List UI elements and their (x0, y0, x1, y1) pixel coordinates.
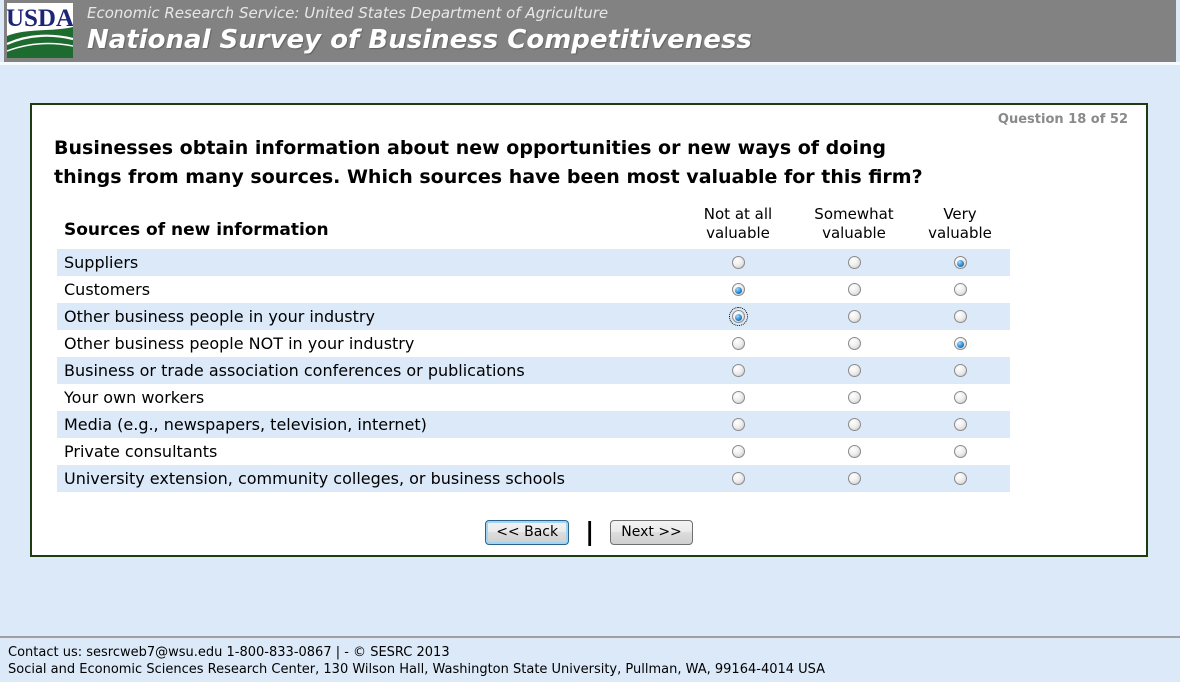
table-section-header: Sources of new information (64, 220, 329, 240)
row-label: Media (e.g., newspapers, television, int… (64, 415, 427, 434)
row-label: Customers (64, 280, 151, 299)
radio-somewhat[interactable] (847, 256, 861, 269)
row-label: Business or trade association conference… (64, 361, 525, 380)
radio-not-at-all[interactable] (731, 391, 745, 404)
survey-panel: Question 18 of 52 Businesses obtain info… (30, 103, 1148, 557)
radio-not-at-all[interactable] (731, 418, 745, 431)
row-label: Suppliers (64, 253, 139, 272)
navigation-buttons: << Back | Next >> (32, 519, 1146, 545)
radio-very[interactable] (953, 364, 967, 377)
radio-not-at-all[interactable] (731, 337, 745, 350)
radio-somewhat[interactable] (847, 391, 861, 404)
usda-logo: USDA (6, 3, 74, 58)
column-header-somewhat: Somewhat valuable (814, 205, 894, 242)
radio-not-at-all[interactable] (728, 307, 748, 326)
radio-somewhat[interactable] (847, 418, 861, 431)
radio-very[interactable] (953, 283, 967, 296)
table-row-university-extension: University extension, community colleges… (57, 465, 1010, 492)
radio-somewhat[interactable] (847, 310, 861, 323)
radio-very[interactable] (953, 418, 967, 431)
radio-somewhat[interactable] (847, 472, 861, 485)
button-separator: | (585, 517, 595, 546)
radio-very[interactable] (953, 445, 967, 458)
table-row-other-business-in-industry: Other business people in your industry (57, 303, 1010, 330)
row-label: Other business people in your industry (64, 307, 375, 326)
answer-table: Sources of new information Not at all va… (57, 205, 1010, 492)
table-row-other-business-not-in-industry: Other business people NOT in your indust… (57, 330, 1010, 357)
agency-subtitle: Economic Research Service: United States… (87, 4, 609, 22)
radio-somewhat[interactable] (847, 283, 861, 296)
next-button[interactable]: Next >> (610, 519, 693, 545)
back-button[interactable]: << Back (485, 519, 570, 545)
radio-not-at-all[interactable] (731, 256, 745, 269)
radio-not-at-all[interactable] (731, 364, 745, 377)
radio-not-at-all[interactable] (731, 445, 745, 458)
table-row-private-consultants: Private consultants (57, 438, 1010, 465)
radio-somewhat[interactable] (847, 445, 861, 458)
radio-somewhat[interactable] (847, 337, 861, 350)
table-row-customers: Customers (57, 276, 1010, 303)
page-title: National Survey of Business Competitiven… (87, 25, 752, 55)
radio-not-at-all[interactable] (731, 472, 745, 485)
row-label: Your own workers (64, 388, 205, 407)
page-footer: Contact us: sesrcweb7@wsu.edu 1-800-833-… (0, 636, 1180, 682)
header-divider (0, 62, 1180, 65)
footer-contact-line: Contact us: sesrcweb7@wsu.edu 1-800-833-… (8, 645, 450, 660)
table-row-suppliers: Suppliers (57, 249, 1010, 276)
svg-text:USDA: USDA (7, 5, 73, 32)
radio-very[interactable] (953, 256, 967, 269)
table-row-trade-associations: Business or trade association conference… (57, 357, 1010, 384)
table-header-row: Sources of new information Not at all va… (57, 205, 1010, 249)
radio-very[interactable] (953, 310, 967, 323)
radio-very[interactable] (953, 472, 967, 485)
column-header-very: Very valuable (928, 205, 992, 242)
header-bar: USDA Economic Research Service: United S… (4, 0, 1176, 62)
question-number: Question 18 of 52 (997, 112, 1128, 127)
radio-not-at-all[interactable] (731, 283, 745, 296)
question-text-line1: Businesses obtain information about new … (54, 137, 886, 159)
question-text-line2: things from many sources. Which sources … (54, 166, 923, 188)
table-row-your-own-workers: Your own workers (57, 384, 1010, 411)
usda-logo-icon: USDA (6, 3, 74, 58)
row-label: Other business people NOT in your indust… (64, 334, 415, 353)
row-label: Private consultants (64, 442, 218, 461)
footer-address-line: Social and Economic Sciences Research Ce… (8, 662, 826, 677)
radio-very[interactable] (953, 337, 967, 350)
row-label: University extension, community colleges… (64, 469, 566, 488)
radio-somewhat[interactable] (847, 364, 861, 377)
table-body: Suppliers Customers Other business peopl… (57, 249, 1010, 492)
page-background: Question 18 of 52 Businesses obtain info… (0, 65, 1180, 682)
table-row-media: Media (e.g., newspapers, television, int… (57, 411, 1010, 438)
radio-very[interactable] (953, 391, 967, 404)
column-header-not-at-all: Not at all valuable (703, 205, 773, 242)
